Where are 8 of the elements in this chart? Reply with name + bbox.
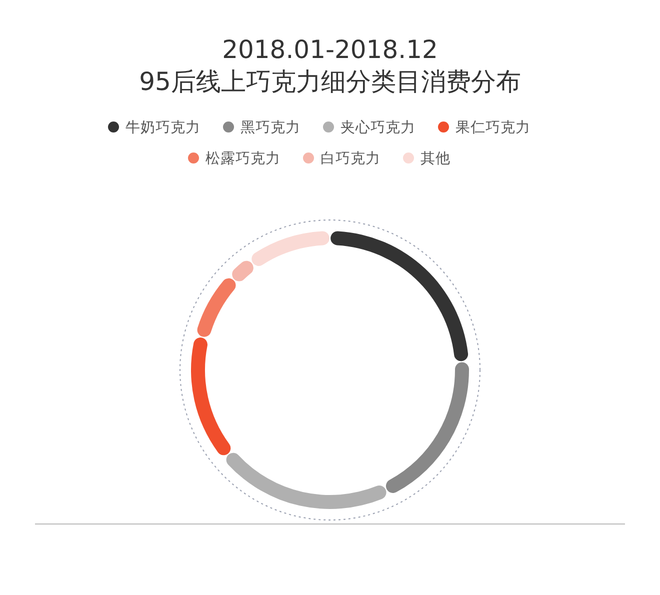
legend-label: 果仁巧克力 <box>456 119 530 136</box>
legend-label: 其他 <box>420 150 450 167</box>
legend-label: 白巧克力 <box>320 150 380 167</box>
chart-title: 2018.01-2018.12 95后线上巧克力细分类目消费分布 <box>139 35 521 96</box>
legend-label: 松露巧克力 <box>206 150 280 167</box>
legend-label: 黑巧克力 <box>240 119 300 136</box>
legend-label: 夹心巧克力 <box>340 119 416 136</box>
legend-label: 牛奶巧克力 <box>126 119 200 136</box>
